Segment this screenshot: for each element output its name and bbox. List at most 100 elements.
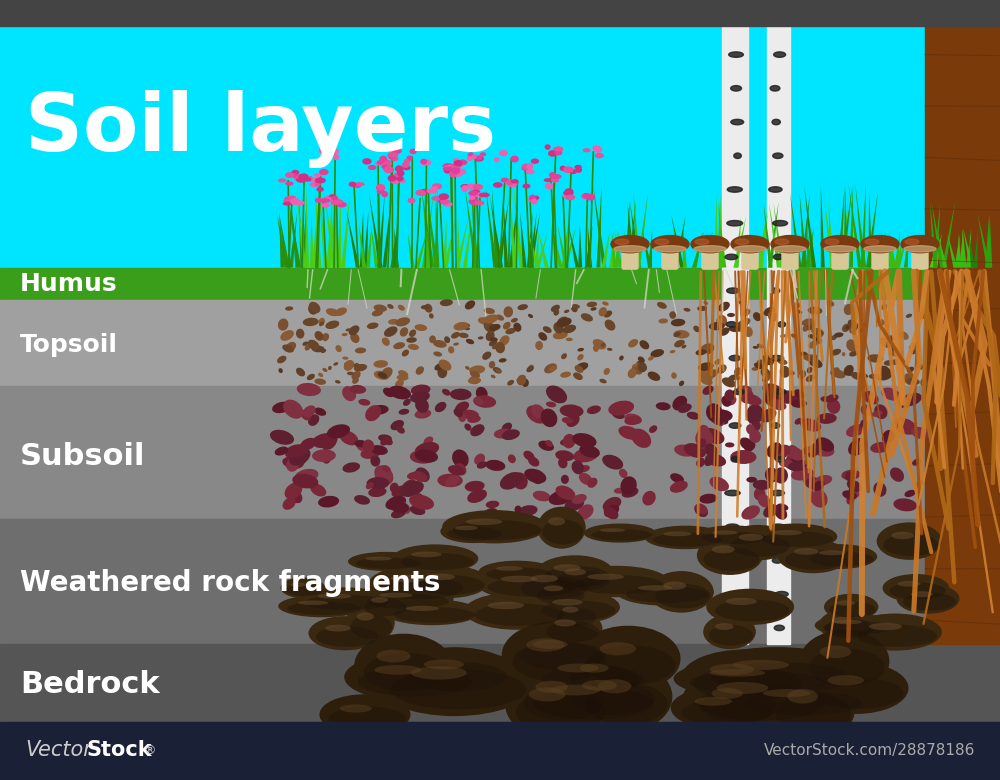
Ellipse shape (287, 601, 361, 615)
Ellipse shape (387, 304, 394, 309)
Polygon shape (279, 212, 284, 268)
Ellipse shape (520, 642, 605, 669)
Ellipse shape (769, 186, 782, 192)
Ellipse shape (454, 170, 462, 177)
Ellipse shape (642, 491, 656, 505)
Ellipse shape (638, 356, 645, 363)
Ellipse shape (505, 328, 516, 335)
Ellipse shape (438, 200, 445, 204)
Ellipse shape (712, 530, 738, 535)
Ellipse shape (579, 445, 600, 458)
Polygon shape (360, 211, 364, 268)
Ellipse shape (765, 467, 778, 483)
Ellipse shape (309, 182, 320, 187)
Ellipse shape (451, 168, 460, 174)
Ellipse shape (793, 460, 808, 473)
Ellipse shape (524, 469, 546, 484)
Ellipse shape (453, 520, 541, 540)
Ellipse shape (814, 328, 823, 337)
Polygon shape (625, 200, 629, 268)
Ellipse shape (455, 402, 469, 413)
Ellipse shape (736, 320, 748, 331)
Ellipse shape (394, 607, 475, 622)
Ellipse shape (563, 190, 574, 196)
Ellipse shape (349, 182, 356, 187)
Ellipse shape (836, 601, 855, 605)
Polygon shape (958, 234, 962, 268)
Ellipse shape (439, 193, 449, 200)
Ellipse shape (340, 704, 372, 713)
FancyBboxPatch shape (912, 249, 928, 269)
Ellipse shape (522, 165, 529, 171)
Ellipse shape (846, 339, 857, 352)
Polygon shape (614, 230, 623, 268)
Ellipse shape (330, 197, 339, 201)
Ellipse shape (270, 430, 294, 445)
Ellipse shape (556, 608, 596, 626)
Polygon shape (585, 225, 593, 268)
Ellipse shape (572, 304, 580, 309)
Ellipse shape (519, 671, 661, 725)
Text: Soil layers: Soil layers (25, 90, 496, 168)
Ellipse shape (877, 523, 942, 560)
Ellipse shape (780, 366, 790, 378)
Ellipse shape (754, 363, 763, 369)
Ellipse shape (355, 347, 366, 353)
Ellipse shape (648, 356, 654, 360)
Ellipse shape (314, 173, 322, 177)
Ellipse shape (670, 480, 688, 493)
Ellipse shape (695, 429, 713, 448)
Ellipse shape (616, 579, 714, 605)
Polygon shape (472, 185, 476, 268)
Ellipse shape (564, 498, 584, 512)
Ellipse shape (415, 467, 430, 482)
Ellipse shape (848, 438, 867, 456)
Ellipse shape (494, 429, 512, 438)
Ellipse shape (445, 475, 459, 487)
Ellipse shape (384, 166, 394, 173)
Ellipse shape (561, 652, 644, 698)
Polygon shape (529, 213, 540, 268)
Ellipse shape (861, 236, 899, 253)
Ellipse shape (903, 593, 956, 611)
Ellipse shape (476, 156, 483, 160)
Ellipse shape (858, 328, 863, 333)
Ellipse shape (433, 340, 447, 348)
Ellipse shape (729, 51, 743, 57)
Ellipse shape (709, 322, 725, 330)
Ellipse shape (441, 200, 449, 205)
Ellipse shape (291, 170, 299, 176)
FancyBboxPatch shape (662, 249, 678, 269)
Ellipse shape (291, 583, 306, 587)
Ellipse shape (831, 349, 841, 356)
Ellipse shape (356, 440, 367, 452)
Ellipse shape (845, 471, 854, 481)
Ellipse shape (330, 200, 339, 205)
Ellipse shape (533, 491, 551, 502)
Ellipse shape (379, 593, 413, 597)
Ellipse shape (439, 360, 451, 370)
Ellipse shape (362, 158, 372, 165)
Ellipse shape (846, 325, 850, 330)
Ellipse shape (537, 507, 586, 548)
Polygon shape (455, 218, 468, 268)
Ellipse shape (548, 517, 565, 526)
Ellipse shape (700, 691, 777, 723)
Ellipse shape (769, 399, 786, 410)
Ellipse shape (469, 198, 480, 205)
Ellipse shape (546, 621, 599, 642)
Ellipse shape (872, 410, 883, 417)
Ellipse shape (801, 446, 815, 454)
Ellipse shape (392, 485, 410, 498)
Ellipse shape (314, 178, 320, 183)
Ellipse shape (442, 163, 453, 169)
Ellipse shape (440, 519, 505, 543)
Ellipse shape (709, 669, 765, 677)
Ellipse shape (392, 544, 478, 573)
Ellipse shape (354, 363, 360, 370)
Ellipse shape (406, 155, 413, 161)
Polygon shape (497, 197, 509, 268)
Ellipse shape (563, 167, 573, 172)
Ellipse shape (770, 86, 780, 91)
Ellipse shape (604, 310, 612, 317)
